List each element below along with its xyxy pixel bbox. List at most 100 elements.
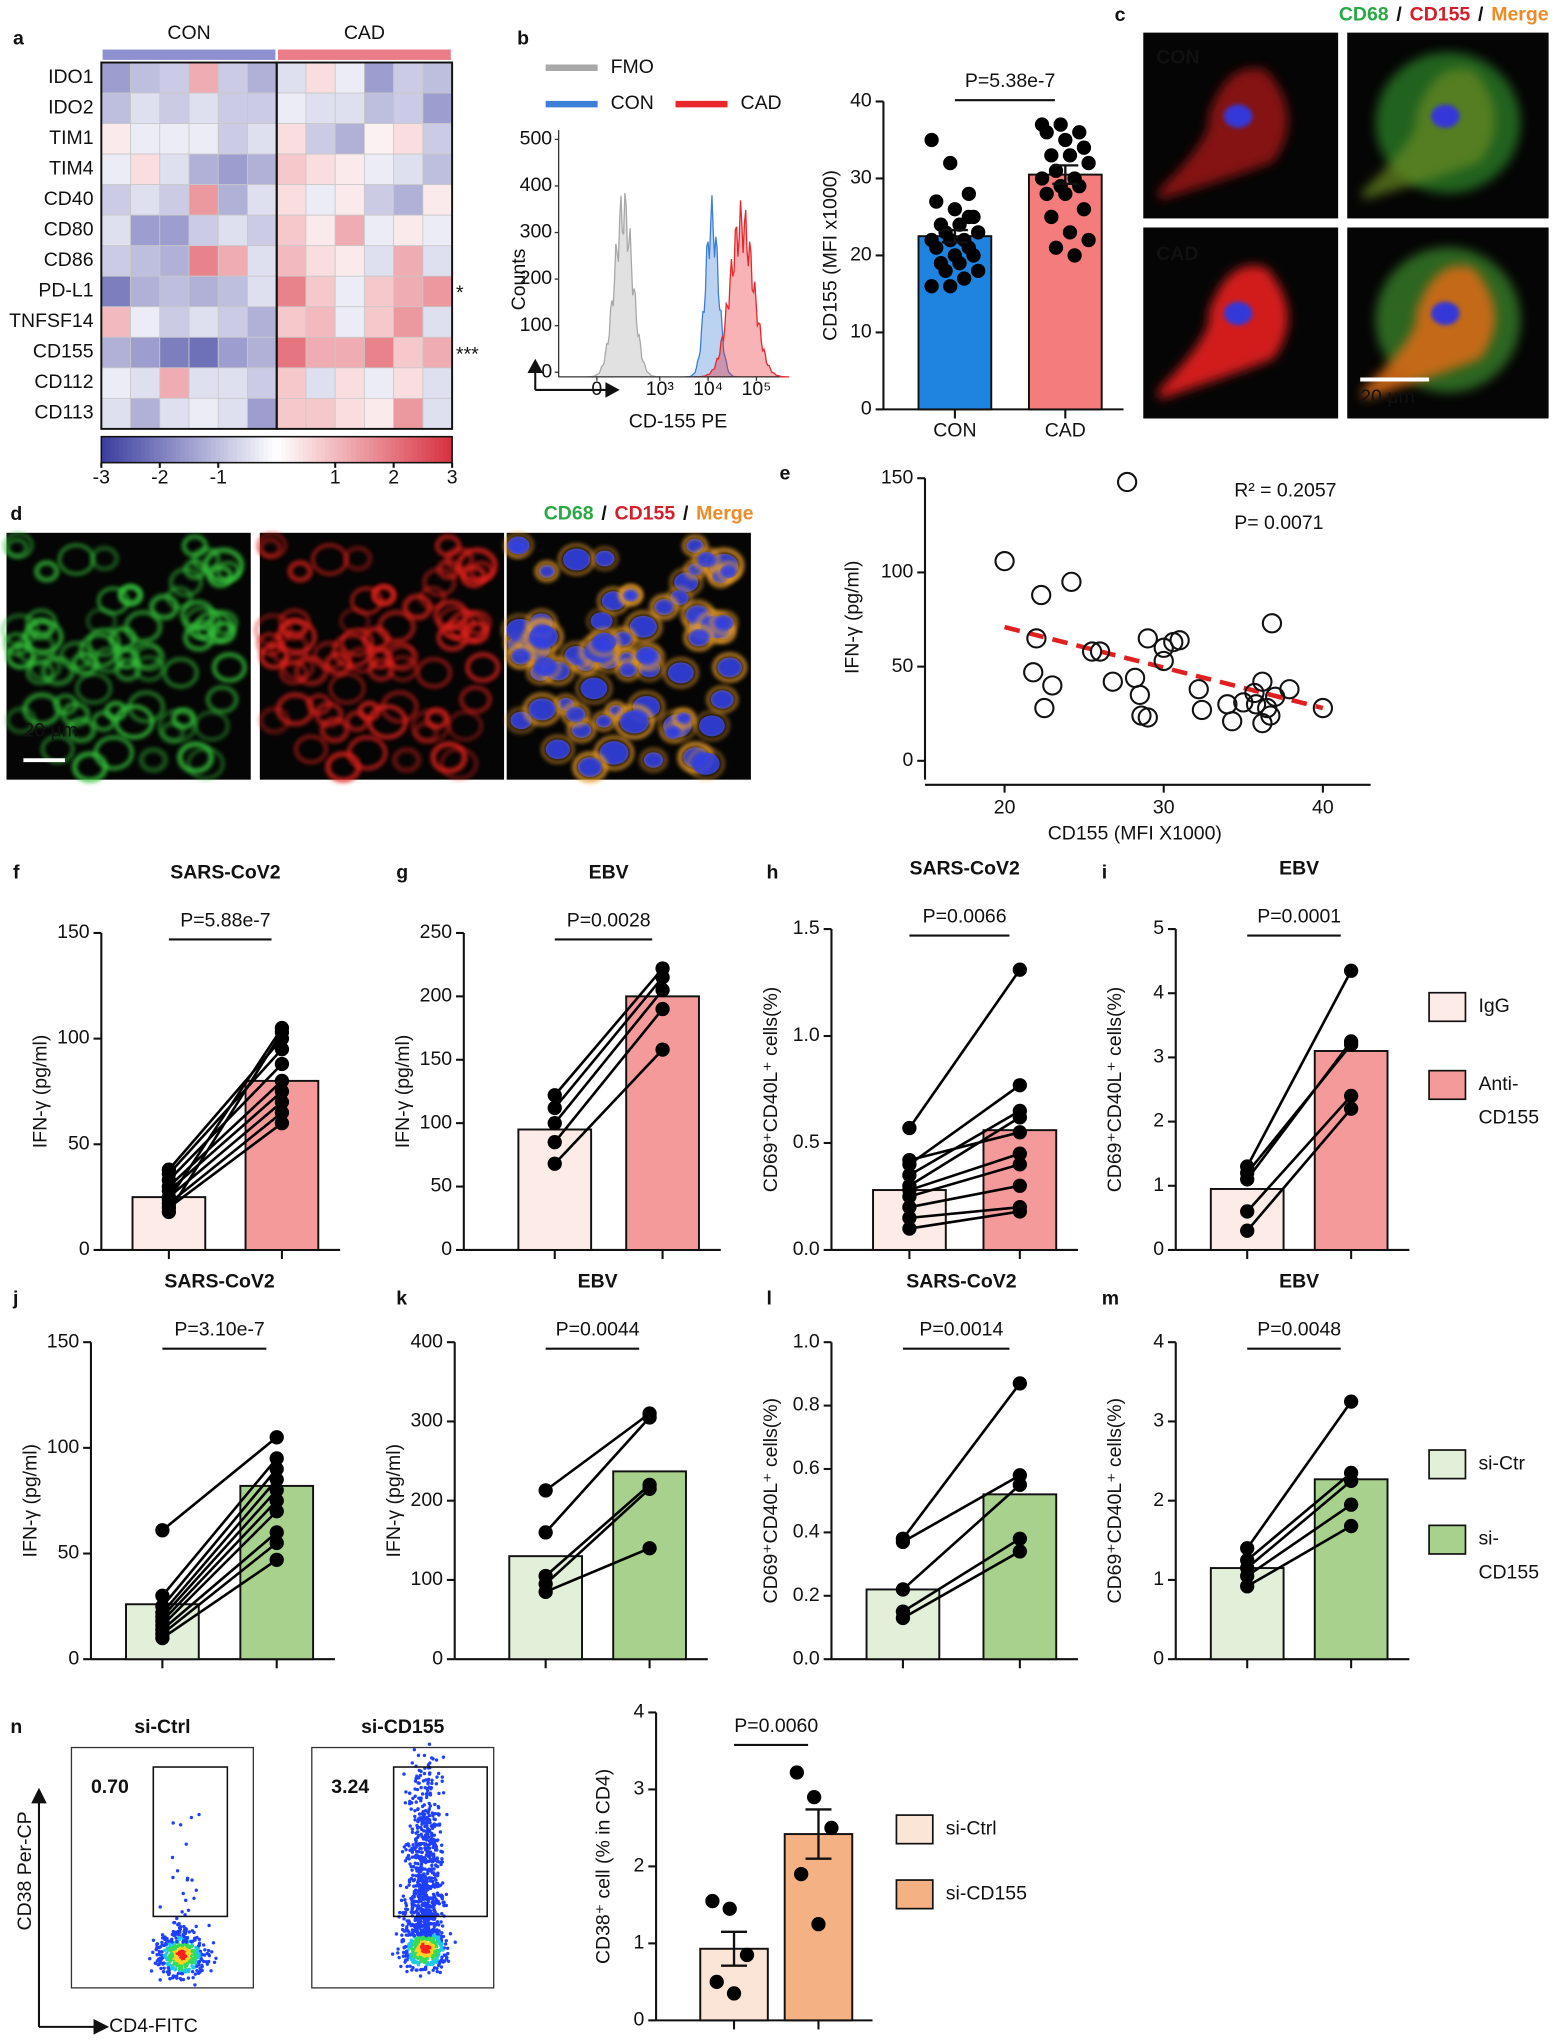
dot xyxy=(413,1888,418,1892)
dot xyxy=(404,1790,408,1794)
colorbar-segment xyxy=(303,436,308,463)
colorbar-segment xyxy=(399,436,405,463)
dot xyxy=(404,1885,409,1890)
dot xyxy=(180,1971,185,1976)
pair-line xyxy=(1246,970,1353,1168)
cell-membrane xyxy=(22,692,62,727)
heatmap-cell xyxy=(130,92,161,124)
text-line: si- xyxy=(1478,1528,1499,1550)
dot xyxy=(414,1874,418,1878)
colorbar-segment xyxy=(246,436,251,463)
cell-membrane xyxy=(522,692,562,727)
dot xyxy=(419,1825,423,1830)
heatmap-cell xyxy=(364,275,395,308)
data-point xyxy=(1279,679,1300,700)
title-part: CD155 xyxy=(1410,4,1471,26)
y-tick-label: 0.2 xyxy=(793,1584,820,1606)
dot xyxy=(436,1949,440,1953)
dot xyxy=(407,1844,411,1848)
dot xyxy=(417,1897,422,1901)
colorbar-segment xyxy=(373,436,379,463)
heatmap-cell xyxy=(276,214,307,247)
data-point xyxy=(1222,711,1243,732)
bar xyxy=(1027,173,1103,411)
pair-line xyxy=(553,1008,664,1143)
dot xyxy=(403,1801,408,1805)
dot xyxy=(429,1928,433,1933)
y-tick-label: 4 xyxy=(634,1701,645,1723)
legend-label: si-CD155 xyxy=(946,1882,1027,1904)
dot xyxy=(436,1838,440,1842)
image-label: CON xyxy=(1156,47,1199,69)
dot xyxy=(210,1950,214,1954)
bar xyxy=(982,1493,1058,1661)
dot xyxy=(186,1908,191,1912)
dot xyxy=(437,1952,441,1957)
dot xyxy=(181,1950,185,1954)
heatmap-cell xyxy=(422,123,453,155)
dot xyxy=(430,1781,434,1786)
dot xyxy=(437,1860,442,1864)
dot xyxy=(157,1949,162,1954)
heatmap-cell xyxy=(334,275,365,308)
cell-membrane xyxy=(459,685,492,714)
pair-line xyxy=(161,1558,278,1640)
data-point xyxy=(547,1116,562,1131)
heatmap-cell xyxy=(305,62,336,94)
data-point xyxy=(1137,707,1158,728)
dot xyxy=(160,1940,164,1945)
dot xyxy=(437,1813,441,1817)
dot xyxy=(177,1943,181,1947)
dot xyxy=(420,1822,424,1826)
data-point xyxy=(1012,1376,1027,1391)
histogram-curve xyxy=(685,195,739,378)
dot xyxy=(170,1940,174,1944)
data-point xyxy=(1039,125,1054,140)
row-label: CD86 xyxy=(44,249,94,271)
dot xyxy=(437,1893,441,1897)
dot xyxy=(157,1952,162,1957)
panel-letter: a xyxy=(13,27,24,49)
dot xyxy=(402,1946,407,1950)
dot xyxy=(420,1923,424,1928)
dot xyxy=(422,1815,426,1820)
colorbar-segment xyxy=(364,436,370,463)
dot xyxy=(401,1937,405,1942)
nucleus xyxy=(538,564,556,578)
dot xyxy=(416,1819,420,1824)
dot xyxy=(427,1808,431,1812)
data-point xyxy=(642,1541,657,1556)
colorbar-segment xyxy=(105,436,111,463)
data-point xyxy=(269,1430,284,1445)
heatmap-cell xyxy=(188,275,219,308)
dot xyxy=(410,1855,415,1859)
y-tick-label: 0 xyxy=(79,1238,90,1260)
heatmap-cell xyxy=(422,275,453,308)
y-tick-label: 0.0 xyxy=(793,1647,820,1669)
nucleus xyxy=(577,757,603,778)
cell-membrane xyxy=(256,532,287,559)
row-label: CD40 xyxy=(44,188,94,210)
dot xyxy=(440,1881,445,1885)
dot xyxy=(435,1920,440,1924)
dot xyxy=(174,1958,178,1962)
dot xyxy=(209,1969,213,1973)
dot xyxy=(167,1971,172,1975)
dot xyxy=(434,1864,438,1868)
dot-cloud xyxy=(390,1742,457,1978)
pair-line xyxy=(902,1537,1021,1613)
dot xyxy=(171,1965,175,1969)
pair-line xyxy=(909,1152,1021,1192)
heatmap-cell xyxy=(393,336,424,369)
y-tick-label: 100 xyxy=(57,1027,90,1049)
dot xyxy=(170,1947,174,1951)
heatmap-cell xyxy=(217,306,248,338)
colorbar-segment xyxy=(289,436,295,463)
heatmap-cell xyxy=(422,184,453,216)
data-point xyxy=(1039,186,1054,202)
data-point xyxy=(274,1105,290,1120)
dot xyxy=(424,1953,428,1957)
row-label: IDO2 xyxy=(48,96,93,118)
dot xyxy=(405,1919,409,1923)
